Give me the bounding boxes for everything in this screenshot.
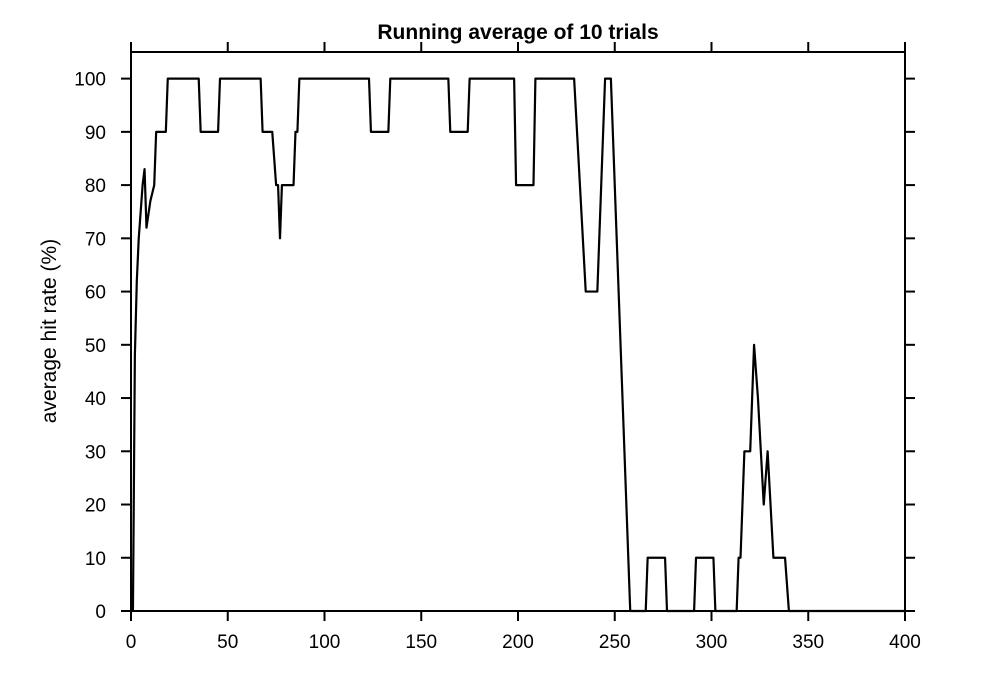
chart-title: Running average of 10 trials: [377, 21, 658, 44]
x-tick-label-3: 150: [405, 632, 437, 653]
x-tick-label-5: 250: [599, 632, 631, 653]
y-tick-label-9: 90: [85, 123, 106, 144]
y-tick-label-0: 0: [95, 602, 106, 623]
x-tick-label-0: 0: [126, 632, 137, 653]
y-tick-label-5: 50: [85, 336, 106, 357]
y-tick-label-10: 100: [74, 70, 106, 91]
x-tick-label-6: 300: [696, 632, 728, 653]
y-tick-label-3: 30: [85, 442, 106, 463]
y-tick-label-4: 40: [85, 389, 106, 410]
x-tick-label-2: 100: [309, 632, 341, 653]
x-tick-labels: 0 50 100 150 200 250 300 350 400: [126, 632, 921, 653]
x-tick-label-1: 50: [217, 632, 238, 653]
y-tick-labels: 0 10 20 30 40 50 60 70 80 90 100: [74, 70, 106, 623]
plot-frame: [130, 51, 906, 612]
y-axis-label: average hit rate (%): [38, 239, 61, 423]
y-tick-label-2: 20: [85, 496, 106, 517]
axis-ticks: [121, 42, 915, 621]
x-tick-label-8: 400: [889, 632, 921, 653]
y-tick-label-8: 80: [85, 176, 106, 197]
x-tick-label-4: 200: [502, 632, 534, 653]
y-tick-label-7: 70: [85, 229, 106, 250]
series-line: [131, 77, 905, 613]
y-tick-label-6: 60: [85, 283, 106, 304]
x-tick-label-7: 350: [792, 632, 824, 653]
y-tick-label-1: 10: [85, 549, 106, 570]
